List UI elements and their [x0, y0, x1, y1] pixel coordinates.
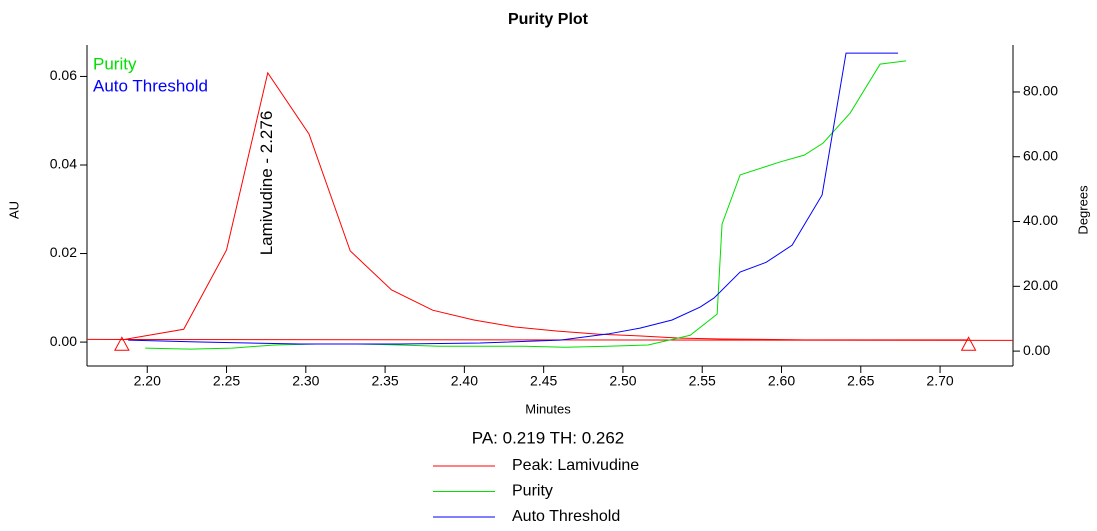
- y2-tick-label: 0.00: [1023, 342, 1050, 358]
- y-axis-label: AU: [6, 201, 21, 219]
- x-tick-label: 2.20: [134, 373, 161, 389]
- y2-tick-label: 40.00: [1023, 212, 1058, 228]
- x-tick-label: 2.70: [926, 373, 953, 389]
- x-tick-label: 2.65: [847, 373, 874, 389]
- legend-label: Auto Threshold: [512, 508, 620, 525]
- chart-title: Purity Plot: [508, 11, 589, 28]
- x-axis-label: Minutes: [525, 401, 571, 416]
- peak-annotation: Lamivudine - 2.276: [257, 111, 276, 256]
- x-tick-label: 2.60: [768, 373, 795, 389]
- y-tick-label: 0.04: [50, 156, 77, 172]
- y-tick-label: 0.02: [50, 244, 77, 260]
- x-tick-label: 2.45: [530, 373, 557, 389]
- y2-tick-label: 80.00: [1023, 83, 1058, 99]
- y2-tick-label: 20.00: [1023, 277, 1058, 293]
- peak-marker: [960, 336, 977, 351]
- legend-label: Peak: Lamivudine: [512, 457, 639, 474]
- series-line: [128, 52, 899, 345]
- peak-marker: [114, 336, 130, 351]
- series-line: [121, 71, 969, 341]
- x-tick-label: 2.30: [292, 373, 319, 389]
- x-tick-label: 2.40: [451, 373, 478, 389]
- y-tick-label: 0.06: [50, 67, 77, 83]
- inline-legend-label: Purity: [93, 54, 137, 73]
- x-tick-label: 2.55: [689, 373, 716, 389]
- summary: PA: 0.219 TH: 0.262: [472, 428, 624, 447]
- y2-axis-label: Degrees: [1075, 185, 1090, 235]
- x-tick-label: 2.35: [371, 373, 398, 389]
- y-tick-label: 0.00: [50, 333, 77, 349]
- x-tick-label: 2.50: [609, 373, 636, 389]
- inline-legend-label: Auto Threshold: [93, 76, 208, 95]
- y2-tick-label: 60.00: [1023, 147, 1058, 163]
- x-tick-label: 2.25: [213, 373, 240, 389]
- legend-label: Purity: [512, 483, 553, 500]
